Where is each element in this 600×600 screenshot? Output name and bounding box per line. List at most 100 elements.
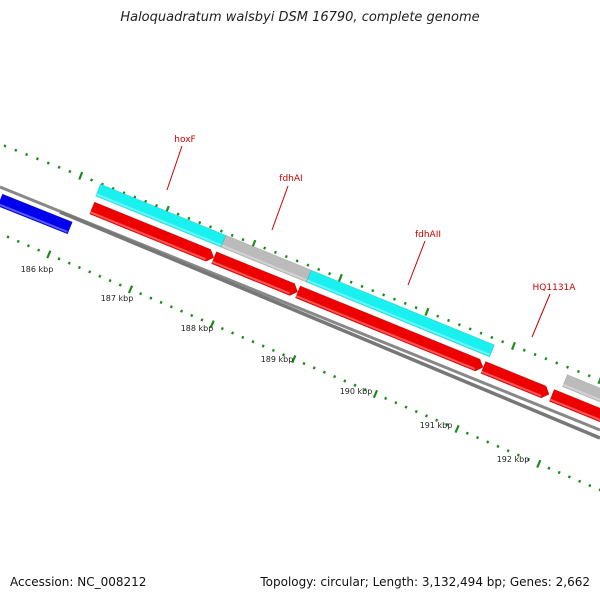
major-tick: [291, 355, 297, 364]
label-leader-line: [271, 185, 289, 231]
minor-tick: [533, 352, 537, 357]
gene-highlight: [95, 193, 222, 246]
ruler-label: 190 kbp: [340, 387, 373, 396]
minor-tick: [382, 293, 386, 297]
gene-highlight: [562, 383, 600, 401]
minor-tick: [14, 148, 18, 152]
ruler-label: 192 kbp: [497, 455, 530, 464]
gene-highlight: [295, 295, 476, 370]
backbone-line-inner: [59, 210, 600, 440]
minor-tick: [486, 440, 490, 444]
minor-tick: [414, 306, 418, 310]
major-tick: [454, 424, 460, 434]
minor-tick: [333, 374, 337, 379]
minor-tick: [371, 289, 375, 293]
label-leader-line: [166, 145, 183, 191]
minor-tick: [3, 144, 7, 148]
major-tick: [510, 341, 516, 351]
major-tick: [536, 459, 542, 468]
minor-tick: [424, 414, 429, 418]
minor-tick: [567, 475, 571, 479]
minor-tick: [457, 323, 461, 327]
gene-highlight: [211, 260, 290, 295]
major-tick: [424, 307, 430, 317]
minor-tick: [35, 157, 39, 161]
minor-tick: [490, 335, 494, 340]
minor-tick: [587, 374, 591, 378]
minor-tick: [588, 484, 592, 488]
minor-tick: [219, 229, 223, 233]
cyan-gene-arrow: [305, 269, 495, 358]
major-tick: [597, 376, 600, 385]
minor-tick: [200, 318, 204, 322]
gene-highlight: [0, 203, 68, 233]
minor-tick: [271, 348, 275, 353]
minor-tick: [343, 379, 347, 383]
minor-tick: [241, 335, 245, 339]
red-gene-arrow: [480, 360, 550, 399]
minor-tick: [139, 292, 143, 296]
minor-tick: [231, 331, 235, 335]
minor-tick: [241, 237, 245, 242]
minor-tick: [198, 220, 202, 225]
minor-tick: [263, 246, 267, 250]
minor-tick: [77, 265, 81, 270]
minor-tick: [496, 444, 500, 449]
major-tick: [46, 250, 52, 259]
minor-tick: [501, 340, 505, 344]
gene-highlight: [221, 244, 307, 281]
gray-gene-arrow: [562, 374, 600, 403]
lower-tick-track: [6, 235, 600, 492]
minor-tick: [251, 340, 255, 344]
label-leader-line: [407, 240, 426, 286]
minor-tick: [98, 274, 102, 278]
blue-gene-arrow: [0, 193, 73, 235]
minor-tick: [261, 344, 265, 348]
minor-tick: [57, 257, 61, 261]
minor-tick: [306, 263, 310, 267]
minor-tick: [363, 388, 367, 392]
minor-tick: [16, 239, 20, 243]
minor-tick: [445, 422, 449, 427]
minor-tick: [436, 314, 440, 318]
minor-tick: [108, 278, 112, 283]
minor-tick: [90, 178, 94, 182]
gene-label: HQ1131A: [533, 283, 577, 293]
minor-tick: [394, 401, 398, 405]
gene-labels: hoxF fdhAI fdhAII HQ1131A: [166, 135, 577, 338]
gene-highlight: [549, 398, 600, 421]
gene-features: [0, 183, 600, 423]
genome-backbone: [0, 185, 600, 440]
minor-tick: [169, 305, 173, 309]
red-gene-arrow: [89, 201, 215, 262]
minor-tick: [475, 436, 480, 440]
minor-tick: [516, 453, 520, 457]
minor-tick: [88, 270, 92, 274]
minor-tick: [46, 161, 50, 165]
red-gene-arrow: [294, 285, 484, 372]
gene-label: hoxF: [174, 135, 195, 145]
ruler-labels: 186 kbp 187 kbp 188 kbp 189 kbp 190 kbp 191 k…: [21, 265, 530, 464]
minor-tick: [576, 369, 580, 374]
gene-highlight: [481, 370, 542, 397]
minor-tick: [302, 361, 306, 366]
genome-summary: Topology: circular; Length: 3,132,494 bp…: [260, 575, 590, 589]
minor-tick: [133, 195, 137, 199]
minor-tick: [403, 301, 407, 306]
minor-tick: [527, 457, 531, 462]
major-tick: [127, 285, 134, 294]
minor-tick: [187, 216, 191, 220]
minor-tick: [57, 165, 61, 169]
red-gene-arrow: [548, 388, 600, 423]
minor-tick: [404, 405, 408, 409]
minor-tick: [154, 203, 158, 208]
minor-tick: [37, 248, 41, 252]
minor-tick: [392, 297, 396, 301]
minor-tick: [282, 353, 286, 357]
major-tick: [78, 171, 84, 180]
minor-tick: [118, 283, 122, 287]
minor-tick: [6, 235, 10, 239]
minor-tick: [159, 300, 163, 305]
minor-tick: [555, 361, 559, 365]
